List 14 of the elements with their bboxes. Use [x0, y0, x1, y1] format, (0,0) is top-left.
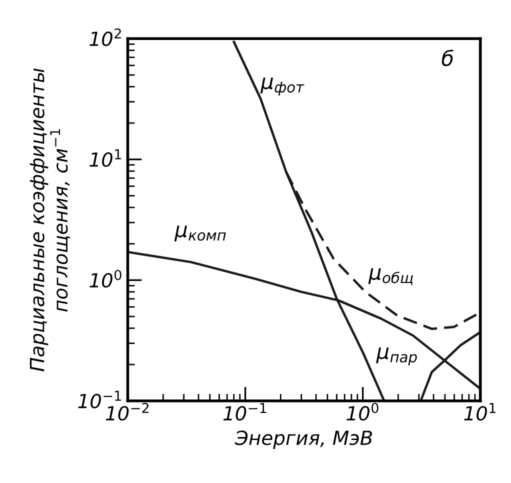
annotation: б [442, 50, 454, 66]
x-axis-title: Энергия, МэВ [234, 430, 372, 449]
annotation: μ$_{комп}$ [174, 226, 226, 242]
x-tick-label: 10$^{−2}$ [106, 402, 149, 421]
y-tick-label: 10$^{1}$ [90, 149, 121, 167]
annotation: μ$_{пар}$ [376, 347, 417, 366]
annotation: μ$_{общ}$ [368, 268, 413, 286]
x-tick-label: 10$^{0}$ [346, 402, 378, 421]
annotation: μ$_{фот}$ [260, 78, 304, 96]
y-tick-label: 10$^{2}$ [90, 28, 121, 46]
y-axis-title: Парциальные коэффициенты поглощения, см$^{−1}$ [30, 68, 70, 372]
y-tick-label: 10$^{0}$ [90, 270, 122, 288]
x-tick-label: 10$^{1}$ [464, 403, 496, 421]
x-tick-label: 10$^{−1}$ [223, 403, 266, 421]
